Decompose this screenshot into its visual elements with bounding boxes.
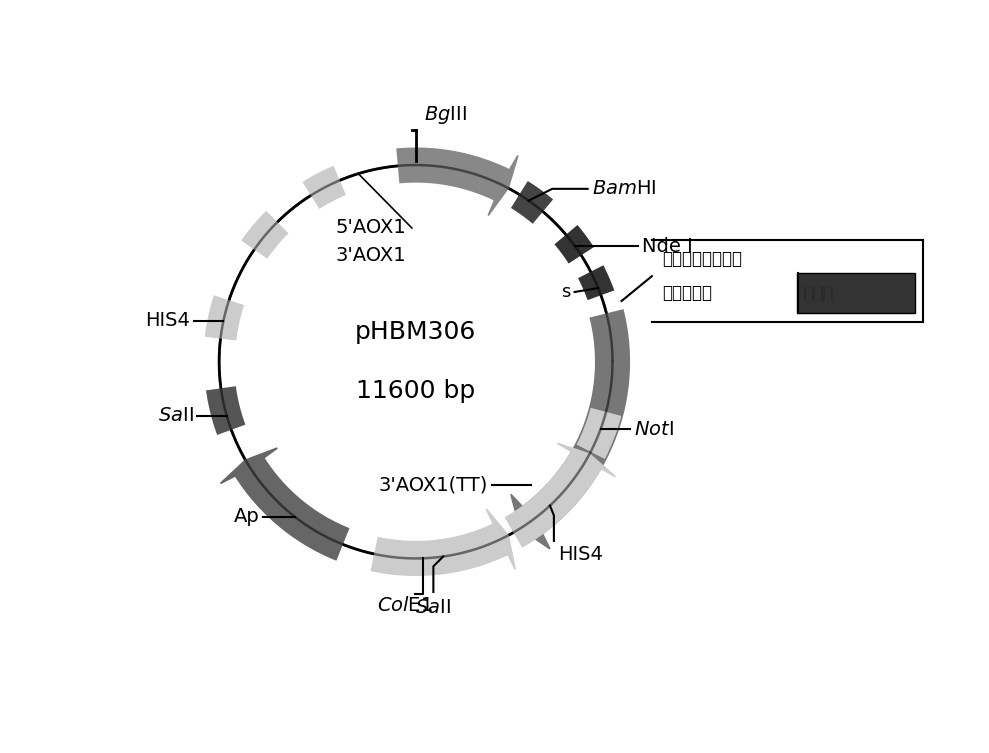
Text: 甘露聚糖酶: 甘露聚糖酶 — [662, 284, 712, 302]
Text: 酵母自生切割位点: 酵母自生切割位点 — [662, 251, 742, 269]
Text: HIS4: HIS4 — [145, 311, 190, 331]
Text: HIS4: HIS4 — [558, 545, 602, 564]
Text: 5'AOX1: 5'AOX1 — [335, 218, 406, 237]
Polygon shape — [556, 226, 592, 262]
Polygon shape — [221, 448, 348, 559]
Text: 抗菌肽: 抗菌肽 — [803, 284, 834, 302]
Text: 3'AOX1: 3'AOX1 — [335, 246, 406, 265]
Polygon shape — [398, 148, 518, 215]
Text: $\mathit{Col}$E1: $\mathit{Col}$E1 — [378, 596, 433, 615]
Text: $\mathit{Sa}$II: $\mathit{Sa}$II — [414, 598, 451, 617]
Text: 3'AOX1(TT): 3'AOX1(TT) — [379, 476, 488, 495]
Text: $\mathit{Bam}$HI: $\mathit{Bam}$HI — [591, 179, 657, 198]
FancyBboxPatch shape — [797, 273, 916, 312]
Text: Nde I: Nde I — [642, 236, 692, 255]
Text: $\mathit{Bg}$III: $\mathit{Bg}$III — [423, 104, 467, 126]
Text: $\mathit{Not}$I: $\mathit{Not}$I — [634, 419, 674, 438]
Polygon shape — [372, 509, 515, 575]
Polygon shape — [207, 387, 244, 434]
Polygon shape — [580, 267, 613, 299]
Polygon shape — [505, 444, 615, 547]
Polygon shape — [578, 409, 620, 458]
Polygon shape — [304, 167, 345, 208]
Text: 抗菌肽: 抗菌肽 — [803, 284, 834, 302]
Text: pHBM306: pHBM306 — [355, 320, 477, 344]
Polygon shape — [512, 182, 552, 223]
Polygon shape — [206, 297, 243, 340]
Polygon shape — [242, 212, 288, 258]
Text: s: s — [562, 283, 571, 301]
Text: Ap: Ap — [233, 508, 259, 526]
Text: 11600 bp: 11600 bp — [356, 380, 476, 404]
Text: $\mathit{Sa}$II: $\mathit{Sa}$II — [157, 407, 193, 425]
Polygon shape — [511, 310, 629, 549]
